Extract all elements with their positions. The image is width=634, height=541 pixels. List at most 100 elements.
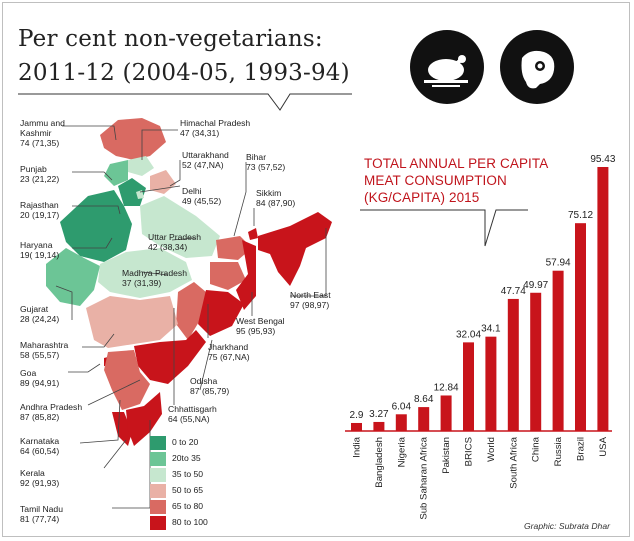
label-chhattisgarh: Chhattisgarh 64 (55,NA) xyxy=(168,404,217,424)
label-kerala: Kerala 92 (91,93) xyxy=(20,468,60,488)
label-jammu-kashmir: Jammu and Kashmir 74 (71,35) xyxy=(20,118,65,148)
bar-south-africa xyxy=(507,298,519,431)
label-madhya-pradesh: Madhya Pradesh 37 (31,39) xyxy=(122,268,187,288)
value-label: 3.27 xyxy=(369,409,389,420)
meat-icon xyxy=(500,30,574,104)
legend-swatch xyxy=(150,468,166,482)
category-label: India xyxy=(352,436,363,457)
category-label: Sub Saharan Africa xyxy=(419,436,430,519)
legend-swatch xyxy=(150,452,166,466)
title-line-1: Per cent non-vegetarians: xyxy=(18,26,323,52)
value-label: 49.97 xyxy=(523,280,548,291)
bar-bangladesh xyxy=(373,421,385,431)
value-label: 95.43 xyxy=(590,154,615,165)
region-rajasthan xyxy=(60,190,132,262)
value-label: 34.1 xyxy=(481,324,501,335)
label-goa: Goa 89 (94,91) xyxy=(20,368,60,388)
frame xyxy=(2,2,630,537)
label-tamil-nadu: Tamil Nadu 81 (77,74) xyxy=(20,504,63,524)
region-maharashtra xyxy=(86,296,178,348)
region-uttar-pradesh xyxy=(140,196,220,258)
bar-brazil xyxy=(575,223,586,431)
bar-pakistan xyxy=(440,395,452,431)
value-label: 57.94 xyxy=(546,258,571,269)
label-punjab: Punjab 23 (21,22) xyxy=(20,164,60,184)
label-rajasthan: Rajasthan 20 (19,17) xyxy=(20,200,60,220)
label-jharkhand: Jharkhand 75 (67,NA) xyxy=(208,342,250,362)
region-gujarat xyxy=(46,248,100,306)
category-label: USA xyxy=(598,436,609,456)
label-odisha: Odisha 87 (85,79) xyxy=(190,376,230,396)
value-label: 8.64 xyxy=(414,394,434,405)
value-label: 32.04 xyxy=(456,329,481,340)
region-west-bengal xyxy=(236,240,256,310)
bar-sub-saharan-africa xyxy=(418,407,430,431)
label-sikkim: Sikkim 84 (87,90) xyxy=(256,188,296,208)
category-label: Nigeria xyxy=(396,436,407,467)
chart-title-line-2: MEAT CONSUMPTION xyxy=(364,173,507,188)
bar-nigeria xyxy=(395,414,407,431)
title-line-2: 2011-12 (2004-05, 1993-94) xyxy=(18,60,350,86)
region-punjab xyxy=(104,160,128,186)
label-north-east: North East 97 (98,97) xyxy=(290,290,331,310)
label-west-bengal: West Bengal 95 (95,93) xyxy=(236,316,285,336)
value-label: 12.84 xyxy=(434,382,459,393)
bar-india xyxy=(351,422,362,431)
category-label: Brazil xyxy=(576,437,587,461)
region-jharkhand xyxy=(210,262,246,290)
region-andhra-pradesh xyxy=(134,330,206,384)
legend-swatch xyxy=(150,484,166,498)
region-uttarakhand xyxy=(150,170,176,194)
chart-title-line-3: (KG/CAPITA) 2015 xyxy=(364,190,480,205)
region-delhi xyxy=(136,190,144,199)
category-label: South Africa xyxy=(508,436,519,488)
bar-russia xyxy=(552,270,564,431)
region-kerala xyxy=(112,412,132,446)
bar-brics xyxy=(463,342,474,431)
chart-title-line-1: TOTAL ANNUAL PER CAPITA xyxy=(364,156,549,171)
bar-china xyxy=(530,292,542,431)
value-label: 2.9 xyxy=(350,410,364,421)
label-uttarakhand: Uttarakhand 52 (47,NA) xyxy=(182,150,229,170)
value-label: 47.74 xyxy=(501,286,526,297)
legend-swatch xyxy=(150,500,166,514)
region-odisha xyxy=(198,290,244,336)
label-uttar-pradesh: Uttar Pradesh 42 (38,34) xyxy=(148,232,202,252)
chicken-icon xyxy=(410,30,484,104)
label-delhi: Delhi 49 (45,52) xyxy=(182,186,222,206)
legend-swatch xyxy=(150,516,166,530)
label-andhra-pradesh: Andhra Pradesh 87 (85,82) xyxy=(20,402,83,422)
label-bihar: Bihar 73 (57,52) xyxy=(246,152,286,172)
region-himachal xyxy=(128,156,154,176)
category-label: Pakistan xyxy=(441,437,452,474)
label-haryana: Haryana 19( 19,14) xyxy=(20,240,60,260)
legend-swatch xyxy=(150,436,166,450)
region-jammu-kashmir xyxy=(100,118,166,160)
category-label: Russia xyxy=(553,436,564,466)
label-gujarat: Gujarat 28 (24,24) xyxy=(20,304,60,324)
region-sikkim xyxy=(248,228,258,240)
bar-usa xyxy=(597,167,609,431)
region-madhya-pradesh xyxy=(98,248,192,298)
region-north-east xyxy=(258,212,332,286)
region-karnataka xyxy=(104,350,150,410)
region-haryana xyxy=(118,178,146,206)
category-label: BRICS xyxy=(464,437,475,466)
label-karnataka: Karnataka 64 (60,54) xyxy=(20,436,60,456)
value-label: 6.04 xyxy=(392,401,412,412)
bar-world xyxy=(485,336,497,431)
category-label: World xyxy=(486,437,497,462)
region-tamil-nadu xyxy=(126,392,162,446)
chart-title: TOTAL ANNUAL PER CAPITA MEAT CONSUMPTION… xyxy=(364,155,548,206)
category-label: China xyxy=(531,436,542,462)
credit: Graphic: Subrata Dhar xyxy=(524,521,610,531)
category-label: Bangladesh xyxy=(374,437,385,488)
value-label: 75.12 xyxy=(568,210,593,221)
region-chhattisgarh xyxy=(176,282,206,340)
label-maharashtra: Maharashtra 58 (55,57) xyxy=(20,340,69,360)
label-himachal-pradesh: Himachal Pradesh 47 (34,31) xyxy=(180,118,251,138)
